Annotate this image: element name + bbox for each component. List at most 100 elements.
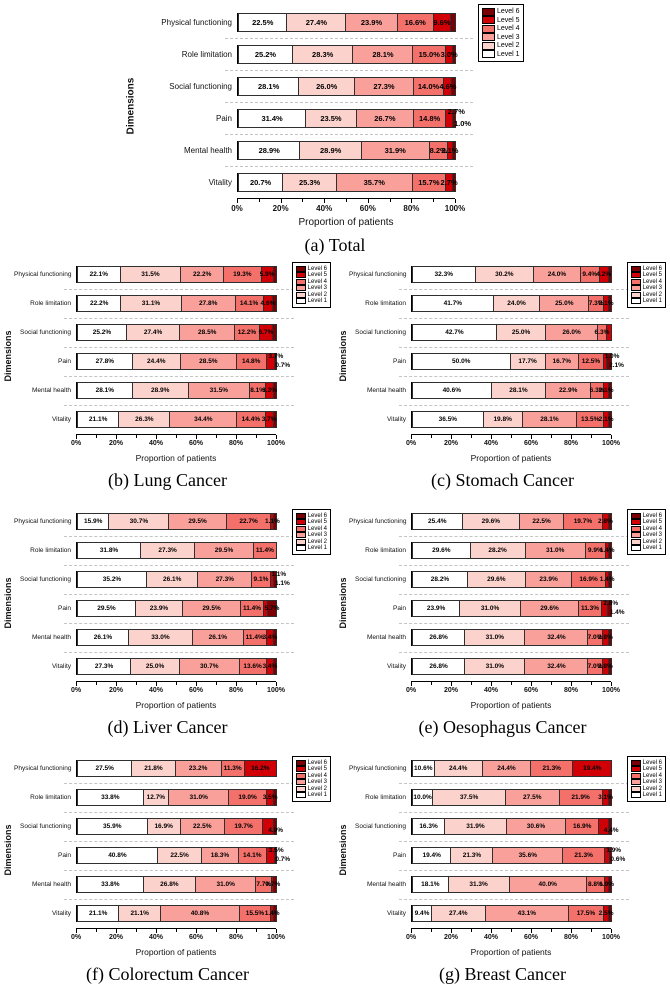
segment-level-3: 24.0% xyxy=(534,266,581,283)
legend-entry-label: Level 2 xyxy=(642,785,662,792)
axis-tick-label: 20% xyxy=(108,934,124,941)
segment-level-2: 24.0% xyxy=(493,295,541,312)
segment-level-5: 4.9% xyxy=(263,818,283,835)
axis-tick xyxy=(511,929,512,932)
axis-tick xyxy=(116,929,117,933)
legend-entry-label: Level 2 xyxy=(497,42,520,49)
bar-segments: 35.2% 26.1% 27.3% 9.1% 1.1% 1.1% xyxy=(77,571,290,588)
bar-segments: 26.1% 33.0% 26.1% 11.4% 3.4% xyxy=(77,629,277,646)
segment-value-label: 18.3% xyxy=(210,852,230,859)
segment-value-label: 13.6% xyxy=(243,663,262,670)
axis-tick-label: 100% xyxy=(602,687,620,694)
axis-tick xyxy=(116,682,117,686)
bar-row: Social functioning 28.1% 26.0% 27.3% 14.0% 4.… xyxy=(137,70,473,103)
segment-value-label: 1.1% xyxy=(274,580,290,588)
legend-swatch-level-3 xyxy=(295,532,306,538)
segment-level-6 xyxy=(273,324,278,341)
segment-value-label: 31.0% xyxy=(189,794,208,801)
dimension-label: Vitality xyxy=(386,663,406,670)
segment-level-2: 17.7% xyxy=(510,353,546,370)
segment-value-label: 16.3% xyxy=(419,823,438,830)
legend-entry-label: Level 3 xyxy=(642,285,662,291)
segment-level-4: 12.2% xyxy=(235,324,260,341)
axis-tick xyxy=(96,929,97,932)
segment-level-1: 40.8% xyxy=(77,847,158,864)
plot-area: Physical functioning 22.5% 27.4% 23.9% 16.6%… xyxy=(137,6,473,228)
segment-level-4: 19.3% xyxy=(224,266,262,283)
stacked-bar: 40.6% 28.1% 22.9% 6.3% 2.1% xyxy=(411,382,614,399)
segment-level-2: 21.3% xyxy=(451,847,494,864)
axis-tick-label: 20% xyxy=(443,934,459,941)
axis-tick-label: 0% xyxy=(70,687,82,694)
axis-tick xyxy=(471,929,472,932)
bar-segments: 22.5% 27.4% 23.9% 16.6% 9.6% xyxy=(238,12,456,32)
bar-segments: 28.1% 26.0% 27.3% 14.0% 4.6% xyxy=(238,76,456,96)
bar-segments: 29.5% 23.9% 29.5% 11.4% 5.7% xyxy=(77,600,279,617)
legend-swatch-level-1 xyxy=(482,50,495,58)
bar-row: Vitality 9.4% 27.4% 43.1% 17.5% 2.5% xyxy=(349,899,614,928)
legend-entry-label: Level 2 xyxy=(307,785,327,792)
bar-segments: 40.8% 22.5% 18.3% 14.1% 3.5% 0.7% xyxy=(77,847,290,864)
segment-value-label: 7.0% xyxy=(587,663,603,670)
segment-level-6 xyxy=(609,658,612,675)
axis-tick-label: 20% xyxy=(443,687,459,694)
legend-swatch-level-4 xyxy=(295,278,306,285)
bar-row: Pain 19.4% 21.3% 35.6% 21.3% 1.9% 0.6% xyxy=(349,841,629,871)
segment-level-6 xyxy=(609,295,612,312)
segment-value-label: 1.9% xyxy=(606,847,622,854)
dimension-label: Physical functioning xyxy=(14,271,72,278)
segment-level-5: 3.5% xyxy=(266,847,284,864)
segment-level-1: 26.8% xyxy=(412,629,466,646)
segment-level-2: 31.9% xyxy=(445,818,507,835)
bar-segments: 19.4% 21.3% 35.6% 21.3% 1.9% 0.6% xyxy=(412,847,625,864)
stacked-bar: 31.8% 27.3% 29.5% 11.4% xyxy=(76,542,278,559)
segment-level-4: 13.5% xyxy=(577,411,605,428)
segment-value-label: 6.3% xyxy=(589,387,605,394)
segment-level-5: 4.2% xyxy=(596,266,611,283)
segment-level-3: 30.6% xyxy=(506,818,567,835)
legend-item: Level 4 xyxy=(482,24,520,33)
dimension-label: Mental health xyxy=(31,634,71,641)
legend-item: Level 5 xyxy=(482,16,520,24)
segment-level-1: 15.9% xyxy=(77,513,110,530)
stacked-bar: 15.9% 30.7% 29.5% 22.7% 1.1% xyxy=(76,513,280,530)
segment-value-label: 7.0% xyxy=(587,634,603,641)
segment-level-5: 4.4% xyxy=(599,818,619,835)
segment-value-label: 24.4% xyxy=(448,765,468,772)
segment-value-label: 28.3% xyxy=(312,49,334,59)
segment-value-label: 26.8% xyxy=(160,881,179,888)
dimension-label: Role limitation xyxy=(365,300,406,307)
bar-row: Mental health 28.9% 28.9% 31.9% 8.2% 2.1% xyxy=(137,134,473,167)
axis-tick xyxy=(491,435,492,439)
segment-level-3: 40.0% xyxy=(509,876,588,893)
segment-level-5: 3.7% xyxy=(266,353,283,370)
axis-tick xyxy=(280,199,282,203)
bar-segments: 28.2% 29.6% 23.9% 16.9% 1.4% xyxy=(412,571,615,588)
axis-tick xyxy=(531,435,532,439)
segment-value-label: 22.2% xyxy=(89,300,109,307)
bar-row: Vitality 20.7% 25.3% 35.7% 15.7% 2.7% xyxy=(137,166,458,198)
segment-level-4: 14.0% xyxy=(413,76,445,96)
segment-value-label: 32.4% xyxy=(547,634,566,641)
segment-level-1: 31.4% xyxy=(238,108,307,128)
axis-tick-label: 100% xyxy=(602,934,620,941)
segment-level-1: 50.0% xyxy=(412,353,511,370)
segment-level-4: 21.3% xyxy=(563,847,606,864)
segment-value-label: 27.3% xyxy=(215,576,234,583)
chart-body: Dimensions Physical functioning 32.3% 30.2%… xyxy=(337,260,670,463)
stacked-bar: 19.4% 21.3% 35.6% 21.3% 1.9% 0.6% xyxy=(411,847,625,864)
axis-tick xyxy=(611,435,612,439)
segment-level-4: 13.6% xyxy=(239,658,267,675)
segment-level-2: 26.3% xyxy=(119,411,171,428)
legend-item: Level 5 xyxy=(630,272,662,278)
segment-level-2: 27.3% xyxy=(141,542,196,559)
segment-level-4: 15.5% xyxy=(240,905,271,922)
segment-value-label: 30.7% xyxy=(129,518,149,525)
chart-colorectum-cancer: Dimensions Physical functioning 27.5% 21.8%… xyxy=(0,744,335,991)
axis-tick xyxy=(96,435,97,438)
bar-segments: 22.2% 31.1% 27.8% 14.1% 4.6% xyxy=(77,295,277,312)
legend-item: Level 3 xyxy=(482,33,520,41)
axis-tick xyxy=(236,682,237,686)
segment-value-label: 35.2% xyxy=(102,576,122,583)
segment-level-1: 22.1% xyxy=(77,266,121,283)
